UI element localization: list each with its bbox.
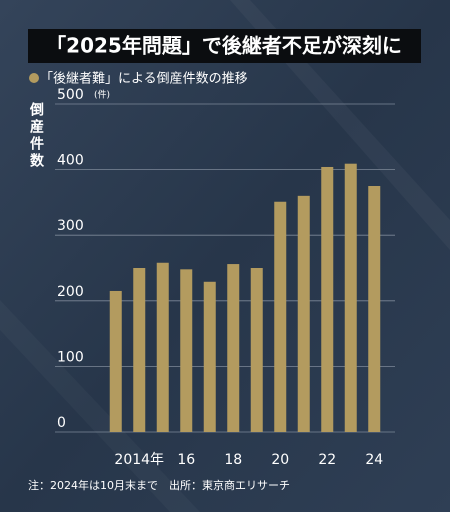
y-tick-label: 100: [57, 349, 84, 365]
y-unit: (件): [94, 89, 110, 101]
bar: [344, 163, 357, 433]
y-tick-label: 0: [57, 415, 66, 431]
legend-swatch: [29, 73, 39, 83]
chart-title: 「2025年問題」で後継者不足が深刻に: [46, 34, 402, 58]
bar: [203, 281, 216, 432]
x-tick-label: 18: [224, 452, 242, 468]
y-axis-label: 倒産件数: [28, 101, 45, 170]
x-tick-label: 20: [271, 452, 289, 468]
bar: [274, 201, 287, 432]
bar: [109, 290, 122, 432]
bar: [227, 264, 240, 432]
y-tick-label: 300: [57, 218, 84, 234]
y-tick-label: 400: [57, 153, 84, 169]
bar: [297, 195, 310, 432]
bar: [133, 268, 146, 432]
y-tick-label: 500: [57, 87, 84, 103]
bar: [250, 268, 263, 432]
x-tick-label: 22: [318, 452, 336, 468]
x-tick-label: 16: [177, 452, 195, 468]
bar: [368, 186, 381, 432]
legend-label: 「後継者難」による倒産件数の推移: [40, 71, 248, 87]
bar: [321, 166, 334, 432]
bar: [180, 269, 193, 432]
footnote: 注：2024年は10月末まで 出所：東京商エリサーチ: [28, 478, 290, 492]
y-tick-label: 200: [57, 284, 84, 300]
x-tick-label: 2014年: [114, 452, 164, 468]
x-tick-label: 24: [365, 452, 383, 468]
title-box: [28, 29, 421, 63]
bar: [156, 262, 169, 432]
